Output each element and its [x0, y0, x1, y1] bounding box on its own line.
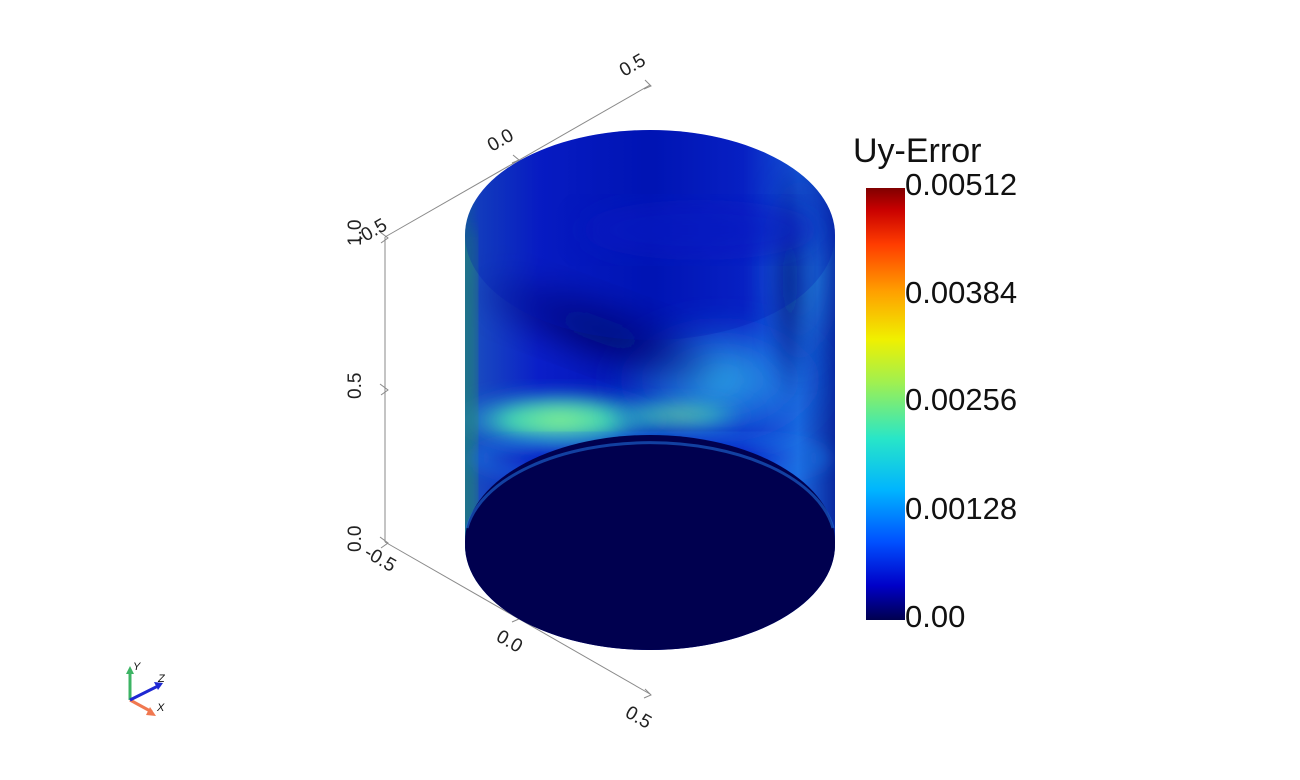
legend-tick-2: 0.00256	[905, 382, 1017, 417]
legend-color-bar	[866, 188, 905, 620]
axis-tick-label-vertical-2: 0.5	[345, 373, 366, 399]
axis-tick-label-bottom-3: 0.5	[622, 702, 655, 733]
legend-tick-1: 0.00128	[905, 491, 1017, 526]
legend-tick-max: 0.00512	[905, 167, 1017, 202]
cylinder-surface	[465, 130, 835, 650]
triad-z-label: Z	[157, 673, 166, 685]
axis-tick-label-vertical-3: 0.0	[345, 526, 366, 552]
legend-tick-3: 0.00384	[905, 275, 1017, 310]
axis-tick-label-top-3: 0.5	[616, 50, 649, 81]
axis-tick-label-vertical-1: 1.0	[345, 220, 366, 246]
axis-tick-label-bottom-2: 0.0	[493, 626, 526, 657]
orientation-axes-icon: Y Z X	[126, 661, 166, 716]
axis-tick-label-top-2: 0.0	[484, 125, 517, 156]
triad-y-label: Y	[133, 661, 141, 673]
legend-title: Uy-Error	[853, 132, 981, 170]
color-legend: Uy-Error 0.00512 0.00384 0.00256 0.00128…	[853, 132, 1017, 634]
triad-x-label: X	[156, 702, 165, 714]
legend-tick-min: 0.00	[905, 599, 965, 634]
